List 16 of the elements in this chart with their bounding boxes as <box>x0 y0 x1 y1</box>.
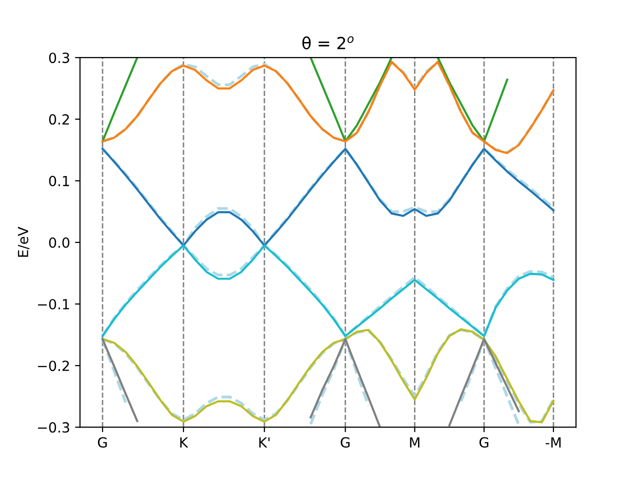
y-tick-label: −0.3 <box>38 422 70 433</box>
y-tick-label: −0.2 <box>38 360 69 372</box>
x-tick-label: K <box>180 437 188 448</box>
y-axis-title: E/eV <box>18 226 30 257</box>
y-tick-label: 0.0 <box>49 237 70 248</box>
x-tick-label: G <box>479 437 488 448</box>
chart-title: θ = 2$^{o}$ <box>302 36 354 50</box>
y-tick-label: 0.1 <box>49 176 69 186</box>
y-tick-label: 0.2 <box>49 114 69 125</box>
y-tick-label: 0.3 <box>49 52 70 64</box>
x-tick-label: -M <box>546 437 561 448</box>
x-tick-label: G <box>340 437 350 448</box>
x-tick-label: G <box>98 437 107 448</box>
x-tick-label: M <box>410 437 420 448</box>
x-tick-label: K' <box>259 437 270 448</box>
y-tick-label: −0.1 <box>38 298 69 310</box>
